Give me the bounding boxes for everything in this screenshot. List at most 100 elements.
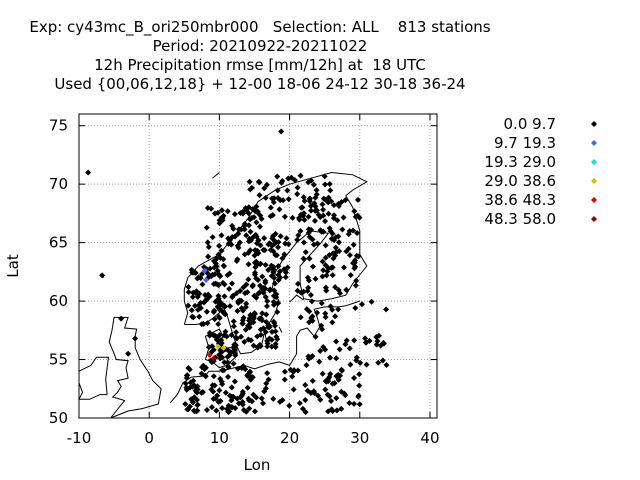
- y-tick-label: 75: [49, 117, 68, 135]
- station-point: [211, 316, 218, 323]
- station-point: [274, 336, 281, 343]
- station-point: [289, 214, 296, 221]
- station-point: [263, 303, 270, 310]
- station-point: [225, 359, 232, 366]
- station-point: [335, 371, 342, 378]
- station-point: [350, 227, 357, 234]
- station-point: [322, 310, 329, 317]
- station-point: [230, 323, 237, 330]
- station-point: [241, 338, 248, 345]
- station-point: [253, 258, 260, 265]
- station-point: [277, 268, 284, 275]
- station-point: [346, 345, 353, 352]
- station-point: [320, 206, 327, 213]
- station-point: [221, 359, 228, 366]
- station-point: [375, 359, 382, 366]
- station-point: [213, 407, 220, 414]
- station-point: [220, 262, 227, 269]
- station-point: [351, 337, 358, 344]
- plot-frame: [78, 113, 438, 419]
- y-tick-label: 55: [49, 351, 68, 369]
- station-point: [352, 304, 359, 311]
- station-point: [306, 233, 313, 240]
- station-point: [202, 372, 209, 379]
- coastline: [289, 294, 304, 303]
- x-tick-label: 20: [280, 429, 299, 447]
- station-point: [368, 298, 375, 305]
- coastline: [212, 172, 220, 179]
- station-point: [254, 333, 261, 340]
- station-point: [266, 240, 273, 247]
- station-point: [294, 184, 301, 191]
- y-tick-label: 70: [49, 175, 68, 193]
- station-point: [295, 232, 302, 239]
- station-point: [309, 353, 316, 360]
- station-point: [309, 263, 316, 270]
- station-point: [228, 331, 235, 338]
- station-point: [246, 324, 253, 331]
- station-point: [250, 342, 257, 349]
- station-point: [282, 274, 289, 281]
- station-point: [222, 389, 229, 396]
- station-point: [215, 321, 222, 328]
- station-point: [258, 315, 265, 322]
- station-point: [235, 244, 242, 251]
- station-point: [208, 386, 215, 393]
- station-point: [214, 209, 221, 216]
- station-point: [256, 179, 263, 186]
- station-point: [297, 314, 304, 321]
- station-point: [263, 181, 270, 188]
- station-point: [355, 393, 362, 400]
- station-point: [351, 208, 358, 215]
- station-point: [300, 288, 307, 295]
- station-point: [262, 194, 269, 201]
- station-point: [262, 385, 269, 392]
- station-point: [242, 326, 249, 333]
- station-point: [309, 377, 316, 384]
- station-point: [322, 284, 329, 291]
- station-point: [262, 285, 269, 292]
- station-point: [199, 281, 206, 288]
- station-point: [239, 388, 246, 395]
- station-point: [210, 373, 217, 380]
- station-point: [253, 394, 260, 401]
- station-point: [290, 386, 297, 393]
- station-point: [282, 240, 289, 247]
- station-point: [210, 309, 217, 316]
- station-point: [253, 203, 260, 210]
- station-point: [357, 359, 364, 366]
- station-point: [322, 386, 329, 393]
- station-point: [305, 229, 312, 236]
- station-point: [214, 281, 221, 288]
- station-point: [317, 214, 324, 221]
- station-point: [240, 406, 247, 413]
- station-point: [246, 405, 253, 412]
- station-point: [302, 249, 309, 256]
- station-point: [363, 339, 370, 346]
- station-point: [262, 261, 269, 268]
- station-point: [325, 408, 332, 415]
- station-point: [307, 202, 314, 209]
- station-point: [294, 236, 301, 243]
- station-point: [333, 407, 340, 414]
- station-point: [305, 284, 312, 291]
- station-point: [326, 181, 333, 188]
- station-point: [196, 313, 203, 320]
- station-point: [241, 221, 248, 228]
- station-point: [132, 335, 139, 342]
- station-point: [195, 274, 202, 281]
- station-point: [341, 264, 348, 271]
- station-point: [239, 399, 246, 406]
- station-point: [221, 293, 228, 300]
- station-point: [270, 395, 277, 402]
- station-point: [297, 172, 304, 179]
- station-point: [232, 233, 239, 240]
- station-point: [260, 400, 267, 407]
- station-point: [326, 252, 333, 259]
- station-point: [325, 194, 332, 201]
- station-point: [199, 389, 206, 396]
- station-point: [268, 264, 275, 271]
- station-point: [294, 367, 301, 374]
- station-point: [347, 272, 354, 279]
- station-point: [312, 275, 319, 282]
